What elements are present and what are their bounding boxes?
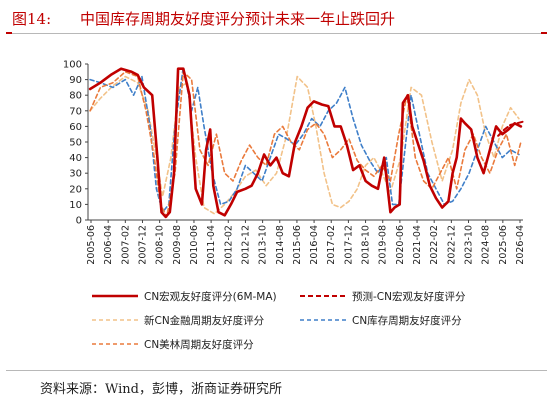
x-tick-label: 2018-10: [361, 225, 372, 265]
x-tick-label: 2013-10: [258, 225, 269, 265]
y-tick-label: 80: [69, 91, 82, 102]
x-tick-label: 2024-08: [481, 225, 492, 265]
legend-label-1: 预测-CN宏观友好度评分: [352, 290, 466, 303]
source-note: 资料来源：Wind，彭博，浙商证券研究所: [40, 382, 282, 397]
x-tick-label: 2022-02: [429, 225, 440, 265]
x-tick-label: 2014-08: [275, 225, 286, 265]
y-tick-label: 30: [69, 169, 82, 180]
series-line-0: [88, 67, 523, 219]
x-tick-label: 2009-08: [172, 225, 183, 265]
figure-number: 图14:: [12, 10, 52, 28]
x-tick-label: 2025-06: [498, 225, 509, 265]
x-tick-label: 2007-02: [120, 225, 131, 265]
bottom-rule: [6, 370, 547, 371]
legend-label-4: CN美林周期友好度评分: [144, 338, 254, 351]
x-tick-label: 2011-04: [206, 225, 217, 265]
chart: 0 10 20 30 40 50 60 70 80 90 100 2005-06 2006-04 2007…: [63, 60, 526, 352]
figure-title: 中国库存周期友好度评分预计未来一年止跌回升: [80, 10, 396, 28]
top-rule: [6, 33, 547, 34]
y-tick-label: 0: [76, 216, 82, 227]
series-line-1: [497, 120, 524, 137]
x-tick-label: 2017-12: [343, 225, 354, 265]
y-tick-label: 90: [69, 75, 82, 86]
x-tick-label: 2010-06: [189, 225, 200, 265]
y-tick-label: 100: [63, 60, 82, 71]
y-tick-label: 50: [69, 138, 82, 149]
x-tick-label: 2020-06: [395, 225, 406, 265]
y-tick-label: 70: [69, 106, 82, 117]
x-tick-label: 2021-04: [412, 225, 423, 265]
x-tick-label: 2012-12: [240, 225, 251, 265]
x-tick-label: 2007-12: [137, 225, 148, 265]
figure-header: 图14: 中国库存周期友好度评分预计未来一年止跌回升: [6, 6, 547, 30]
legend-label-3: CN库存周期友好度评分: [352, 314, 462, 327]
y-tick-label: 60: [69, 122, 82, 133]
x-tick-label: 2012-02: [223, 225, 234, 265]
top-rule-accent-right: [541, 32, 547, 34]
x-tick-label: 2005-06: [86, 225, 97, 265]
x-tick-label: 2015-06: [292, 225, 303, 265]
x-tick-label: 2008-10: [155, 225, 166, 265]
y-tick-label: 40: [69, 153, 82, 164]
legend-label-0: CN宏观友好度评分(6M-MA): [144, 290, 277, 303]
x-tick-label: 2022-12: [446, 225, 457, 265]
x-tick-label: 2019-08: [378, 225, 389, 265]
series-line-2: [89, 75, 520, 215]
x-tick-label: 2006-04: [103, 225, 114, 265]
legend-label-2: 新CN金融周期友好度评分: [144, 314, 265, 327]
x-tick-label: 2017-02: [326, 225, 337, 265]
x-tick-label: 2026-04: [515, 225, 526, 265]
top-rule-accent-left: [6, 32, 12, 34]
x-tick-label: 2023-10: [464, 225, 475, 265]
y-tick-label: 20: [69, 184, 82, 195]
y-tick-label: 10: [69, 200, 82, 211]
x-tick-label: 2016-04: [309, 225, 320, 265]
